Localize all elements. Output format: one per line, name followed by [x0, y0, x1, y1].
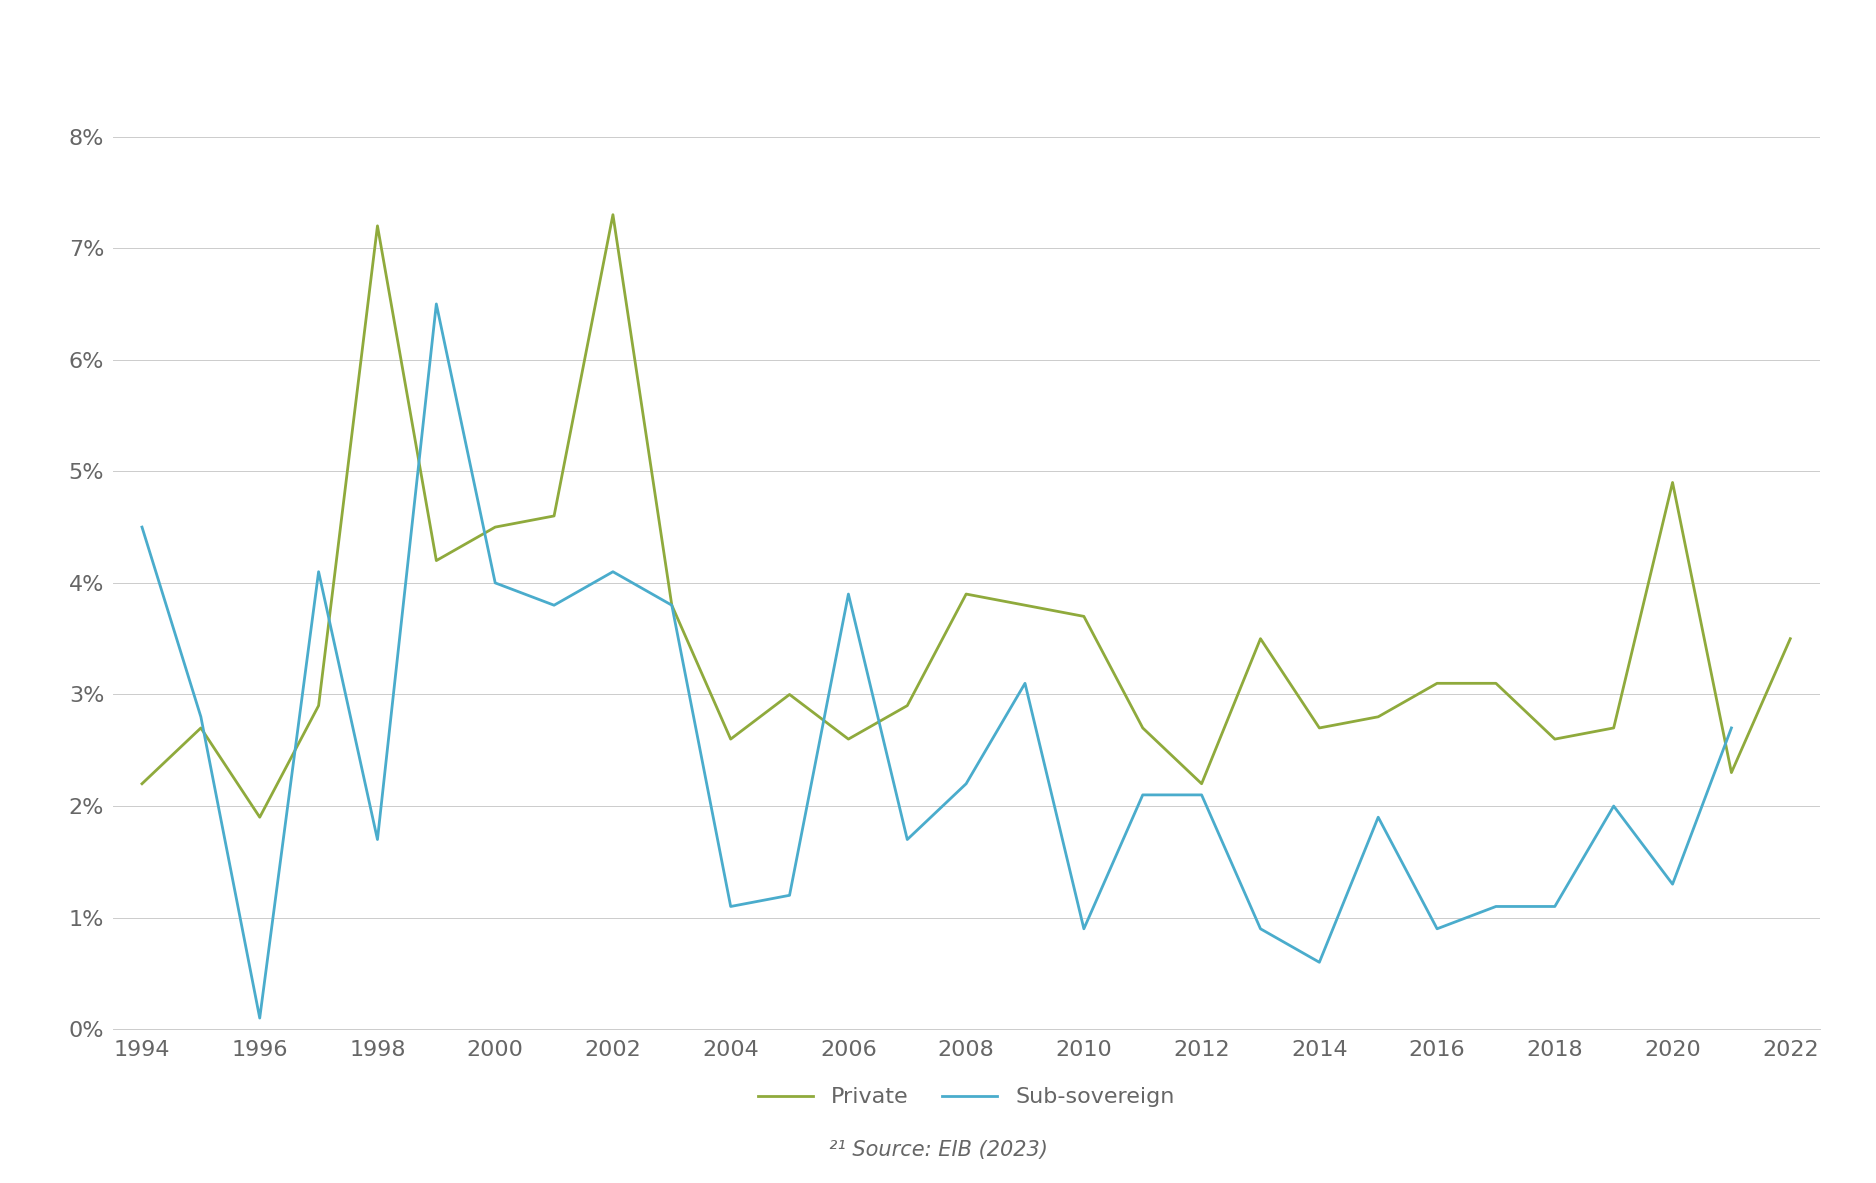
- Private: [189, 720, 212, 735]
- Private: [955, 587, 977, 601]
- Private: [248, 810, 270, 825]
- Sub-sovereign: [1073, 922, 1096, 936]
- Private: [1778, 632, 1801, 646]
- Private: [660, 599, 683, 613]
- Private: [897, 698, 919, 712]
- Private: [1662, 476, 1685, 490]
- Private: [308, 698, 330, 712]
- Sub-sovereign: [1602, 799, 1625, 813]
- Sub-sovereign: [1191, 788, 1214, 802]
- Sub-sovereign: [1662, 877, 1685, 891]
- Private: [366, 219, 388, 233]
- Private: [1191, 776, 1214, 790]
- Sub-sovereign: [1131, 788, 1154, 802]
- Sub-sovereign: [779, 888, 801, 903]
- Sub-sovereign: [955, 776, 977, 790]
- Private: [602, 207, 625, 221]
- Sub-sovereign: [719, 899, 741, 913]
- Private: [1368, 710, 1390, 724]
- Private: [484, 521, 507, 535]
- Private: [1484, 677, 1506, 691]
- Legend: Private, Sub-sovereign: Private, Sub-sovereign: [749, 1079, 1184, 1117]
- Private: [131, 776, 154, 790]
- Sub-sovereign: [426, 297, 448, 311]
- Sub-sovereign: [484, 576, 507, 590]
- Private: [779, 687, 801, 702]
- Sub-sovereign: [248, 1011, 270, 1026]
- Sub-sovereign: [837, 587, 859, 601]
- Sub-sovereign: [660, 599, 683, 613]
- Private: [1308, 720, 1330, 735]
- Line: Sub-sovereign: Sub-sovereign: [143, 304, 1732, 1019]
- Private: [837, 732, 859, 746]
- Sub-sovereign: [897, 833, 919, 847]
- Private: [1249, 632, 1272, 646]
- Private: [719, 732, 741, 746]
- Sub-sovereign: [1249, 922, 1272, 936]
- Private: [1544, 732, 1566, 746]
- Private: [426, 554, 448, 568]
- Text: ²¹ Source: EIB (2023): ²¹ Source: EIB (2023): [829, 1140, 1047, 1159]
- Sub-sovereign: [1368, 810, 1390, 825]
- Sub-sovereign: [131, 521, 154, 535]
- Sub-sovereign: [1308, 955, 1330, 969]
- Sub-sovereign: [189, 710, 212, 724]
- Private: [1131, 720, 1154, 735]
- Private: [1720, 765, 1743, 780]
- Sub-sovereign: [1720, 720, 1743, 735]
- Private: [1013, 599, 1036, 613]
- Private: [1073, 609, 1096, 623]
- Private: [1426, 677, 1448, 691]
- Sub-sovereign: [308, 564, 330, 578]
- Sub-sovereign: [1013, 677, 1036, 691]
- Private: [542, 509, 565, 523]
- Sub-sovereign: [366, 833, 388, 847]
- Sub-sovereign: [1484, 899, 1506, 913]
- Private: [1602, 720, 1625, 735]
- Sub-sovereign: [1544, 899, 1566, 913]
- Line: Private: Private: [143, 214, 1790, 817]
- Sub-sovereign: [1426, 922, 1448, 936]
- Sub-sovereign: [602, 564, 625, 578]
- Sub-sovereign: [542, 599, 565, 613]
